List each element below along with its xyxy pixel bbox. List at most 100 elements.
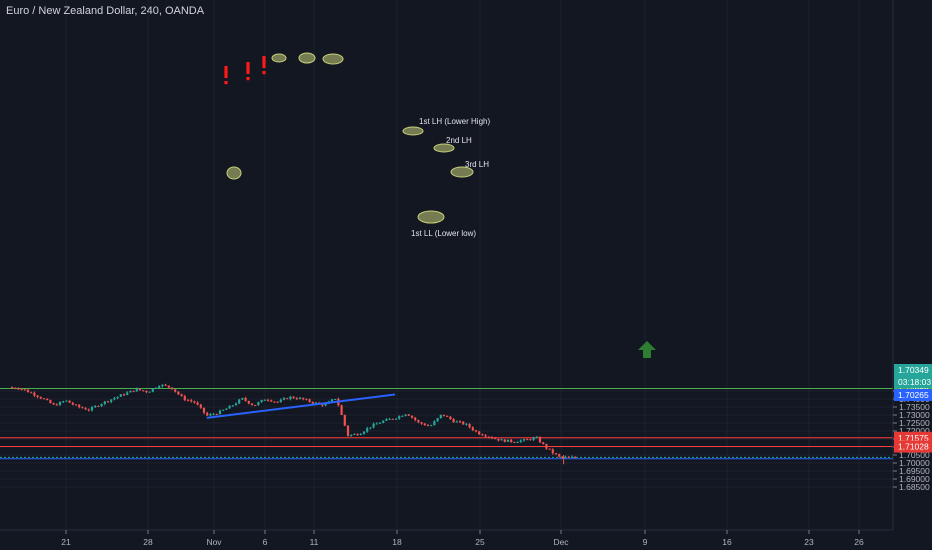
candle-body <box>433 421 436 426</box>
price-level-badge <box>894 440 932 453</box>
annotation-label: 1st LH (Lower High) <box>419 117 490 126</box>
candle-body <box>206 412 209 416</box>
price-tick-label: 1.69500 <box>899 466 930 476</box>
candle-body <box>414 417 417 421</box>
time-tick-label: 21 <box>61 537 71 547</box>
candle-body <box>36 395 39 397</box>
candle-body <box>385 419 388 421</box>
candle-body <box>286 398 289 400</box>
candle-body <box>330 399 334 402</box>
candle-body <box>513 441 516 443</box>
candle-body <box>535 437 538 439</box>
candle-body <box>167 385 170 388</box>
chart-title: Euro / New Zealand Dollar, 240, OANDA <box>6 5 205 17</box>
axis-corner <box>893 530 932 550</box>
candle-body <box>126 392 129 395</box>
candle-body <box>26 389 30 393</box>
candle-body <box>106 401 110 403</box>
candle-body <box>446 415 449 417</box>
candle-body <box>84 408 87 410</box>
candle-body <box>391 418 394 420</box>
candle-body <box>225 408 228 410</box>
candle-body <box>74 404 78 406</box>
price-level-badge-label: 1.71028 <box>898 442 929 452</box>
up-arrow-icon <box>638 341 656 358</box>
highlight-ellipse <box>226 166 242 180</box>
annotation-label: 3rd LH <box>465 160 489 169</box>
candle-body <box>350 434 353 436</box>
candle-body <box>564 456 567 458</box>
candle-body <box>55 404 58 406</box>
candle-body <box>58 401 62 406</box>
price-tick-label: 1.70500 <box>899 450 930 460</box>
candle-body <box>305 399 308 401</box>
price-level-badge-label: 1.74656 <box>898 384 929 394</box>
price-level-badge-label: 1.70265 <box>898 390 929 400</box>
annotation-label: 1st LL (Lower low) <box>411 229 476 238</box>
candle-body <box>132 390 135 392</box>
candle-body <box>311 401 314 404</box>
candle-body <box>426 425 430 427</box>
highlight-ellipse <box>433 143 455 153</box>
candle-body <box>346 425 350 436</box>
candle-body <box>561 456 564 458</box>
candle-body <box>442 414 446 416</box>
candle-body <box>46 398 49 401</box>
candle-body <box>234 403 238 406</box>
candle-body <box>270 400 273 402</box>
candle-body <box>334 398 337 400</box>
candle-body <box>119 394 122 397</box>
candle-body <box>430 425 433 427</box>
time-tick-label: 28 <box>143 537 153 547</box>
candle-body <box>324 403 327 406</box>
time-tick-label: 11 <box>310 537 319 547</box>
candle-body <box>298 397 302 399</box>
candle-body <box>343 414 346 426</box>
candle-body <box>42 398 46 400</box>
grid-lines <box>0 0 893 530</box>
candle-body <box>276 401 279 403</box>
candle-body <box>279 399 282 403</box>
candle-body <box>222 409 225 411</box>
candle-body <box>10 387 14 389</box>
candle-body <box>78 404 81 408</box>
candle-body <box>282 398 286 400</box>
candle-body <box>423 423 426 426</box>
candle-body <box>71 402 74 405</box>
price-tick-label: 1.69000 <box>899 474 930 484</box>
candle-body <box>218 410 222 415</box>
price-level-badge <box>894 364 932 376</box>
candle-body <box>382 420 385 423</box>
candle-body <box>420 422 423 424</box>
candle-body <box>174 389 177 392</box>
candle-body <box>113 398 116 400</box>
candle-body <box>183 396 186 401</box>
candle-body <box>14 387 17 389</box>
time-tick-label: 9 <box>643 537 648 547</box>
annotation-label: 2nd LH <box>446 136 472 145</box>
candle-body <box>231 405 234 407</box>
candle-body <box>551 449 554 454</box>
candle-body <box>522 439 526 441</box>
exclamation-icon <box>224 66 228 78</box>
price-tick-label: 1.72500 <box>899 418 930 428</box>
candle-body <box>39 396 42 399</box>
candle-body <box>250 403 254 405</box>
candle-body <box>190 400 193 402</box>
exclamation-icon <box>224 81 228 85</box>
time-tick-label: 6 <box>263 537 268 547</box>
candle-body <box>62 401 65 403</box>
price-level-badge <box>894 389 932 401</box>
candle-body <box>548 448 551 450</box>
candle-body <box>129 390 132 393</box>
candle-body <box>359 433 362 436</box>
candle-body <box>23 389 26 391</box>
candle-body <box>247 400 250 404</box>
highlight-ellipse <box>271 53 287 63</box>
price-tick-label: 1.68500 <box>899 482 930 492</box>
candle-body <box>417 420 420 423</box>
candle-body <box>177 391 180 395</box>
highlight-ellipse <box>402 126 424 136</box>
